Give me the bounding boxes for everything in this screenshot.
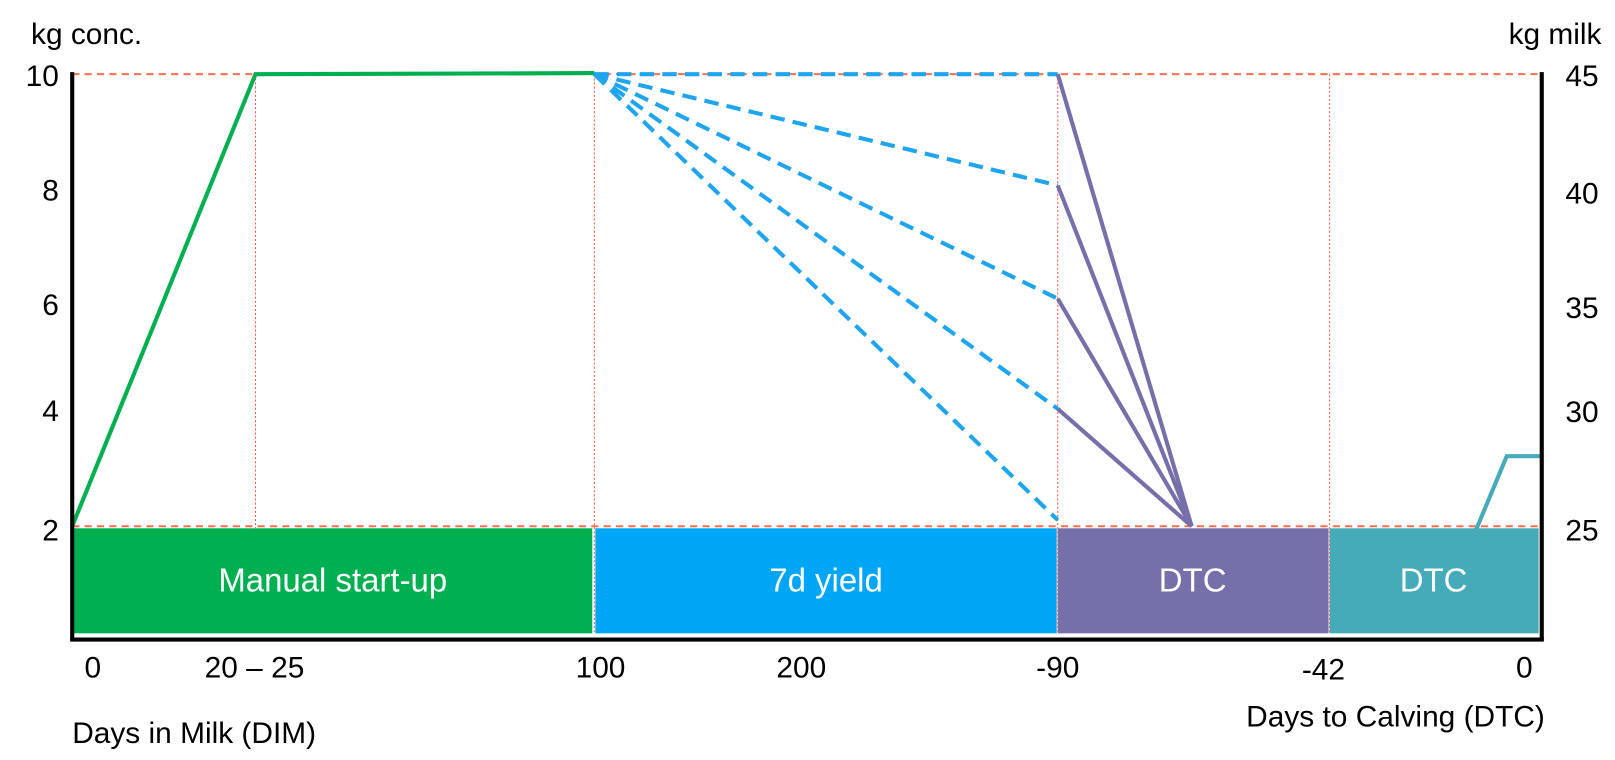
phase-bar	[1329, 528, 1539, 634]
y-tick-label: 10	[26, 60, 59, 93]
x-tick-label: -42	[1302, 653, 1345, 686]
y2-tick-label: 40	[1565, 178, 1598, 211]
left-axis-title: kg conc.	[31, 18, 142, 51]
y-tick-label: 8	[42, 174, 59, 207]
dry-line	[1473, 454, 1542, 532]
y2-tick-label: 30	[1565, 396, 1598, 429]
y-tick-label: 4	[42, 395, 59, 428]
phase-label: DTC	[1159, 562, 1227, 599]
x-tick-label: 200	[776, 651, 826, 684]
startup-line	[70, 71, 595, 528]
x-tick-label: 100	[576, 651, 626, 684]
y-tick-label: 6	[42, 289, 59, 322]
y2-tick-label: 45	[1565, 60, 1598, 93]
y2-tick-label: 35	[1565, 292, 1598, 325]
phase-bar	[1057, 528, 1329, 634]
x-tick-label: 0	[85, 651, 102, 684]
dtc-lines	[1055, 73, 1194, 528]
guide-lines	[255, 74, 1331, 634]
axes	[70, 72, 1544, 642]
x-axis-title: Days in Milk (DIM)	[72, 717, 316, 750]
limit-lines	[72, 73, 1542, 528]
yield-lines	[592, 72, 1060, 522]
x-tick-label: -90	[1036, 651, 1079, 684]
phase-label: Manual start-up	[218, 562, 447, 599]
phase-bar	[595, 528, 1057, 634]
phase-bar	[72, 528, 593, 634]
y-tick-label: 2	[42, 514, 59, 547]
x-tick-label: 0	[1516, 651, 1533, 684]
right-axis-title: kg milk	[1509, 18, 1602, 51]
x-tick-label: 20 – 25	[205, 651, 305, 684]
y2-tick-label: 25	[1565, 514, 1598, 547]
phase-label: 7d yield	[769, 562, 883, 599]
x-axis-title: Days to Calving (DTC)	[1246, 701, 1545, 734]
phase-label: DTC	[1400, 562, 1468, 599]
